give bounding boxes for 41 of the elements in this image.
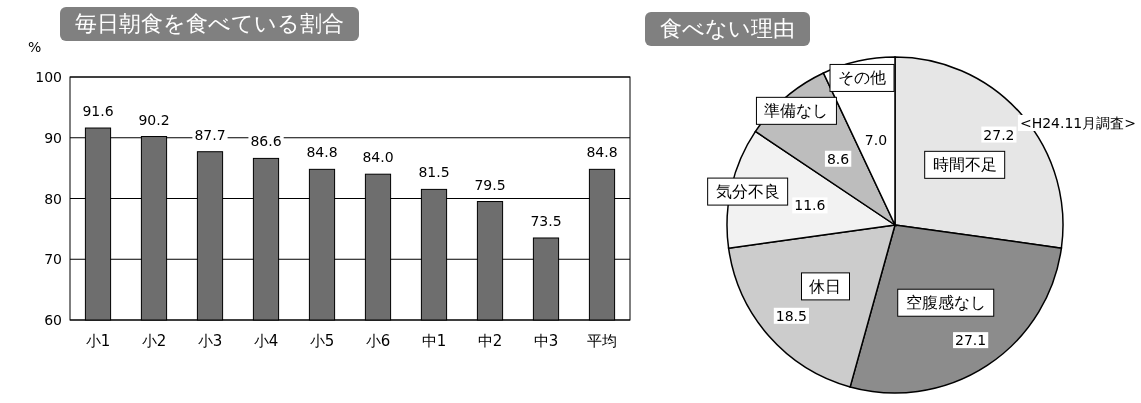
data-label: 27.2 (983, 126, 1015, 143)
x-tick-label: 小6 (365, 332, 391, 350)
data-label: 8.6 (826, 150, 850, 167)
x-tick-label: 小1 (85, 332, 111, 350)
slice-label: 空腹感なし (905, 293, 986, 313)
x-tick-label: 小3 (197, 332, 223, 350)
data-label: 90.2 (138, 111, 170, 128)
data-label: 81.5 (418, 164, 450, 181)
data-label: 87.7 (194, 126, 226, 143)
text: <H24.11月調査> (1019, 115, 1136, 131)
x-tick-label: 小5 (309, 332, 335, 350)
data-label: 86.6 (250, 133, 282, 150)
data-label: 84.8 (306, 144, 338, 161)
data-label: 91.6 (82, 103, 114, 120)
data-label: 79.5 (474, 176, 506, 193)
y-axis-title: % (28, 39, 42, 55)
y-tick-label: 80 (44, 190, 62, 207)
chart-title: 毎日朝食を食べている割合 (75, 11, 344, 36)
slice-label: 気分不良 (715, 182, 780, 202)
data-label: 11.6 (794, 197, 826, 214)
data-label: 73.5 (530, 212, 562, 229)
chart-title: 食べない理由 (660, 16, 795, 41)
x-tick-label: 小4 (253, 332, 279, 350)
x-tick-label: 小2 (141, 332, 167, 350)
y-tick-label: 100 (35, 69, 62, 85)
slice-label: 時間不足 (932, 155, 997, 175)
data-label: 84.8 (586, 144, 618, 161)
x-tick-label: 中3 (533, 332, 559, 350)
slice-label: その他 (838, 68, 887, 88)
x-tick-label: 中1 (421, 332, 447, 350)
x-tick-label: 中2 (477, 332, 503, 350)
x-tick-label: 平均 (587, 332, 617, 350)
data-label: 84.0 (362, 149, 394, 166)
data-label: 7.0 (864, 131, 888, 148)
y-tick-label: 60 (44, 312, 62, 328)
data-label: 18.5 (775, 307, 807, 324)
data-label: 27.1 (955, 332, 987, 349)
slice-label: 準備なし (764, 101, 829, 121)
y-tick-label: 70 (44, 251, 62, 268)
slice-label: 休日 (809, 276, 842, 296)
y-tick-label: 90 (44, 129, 62, 146)
